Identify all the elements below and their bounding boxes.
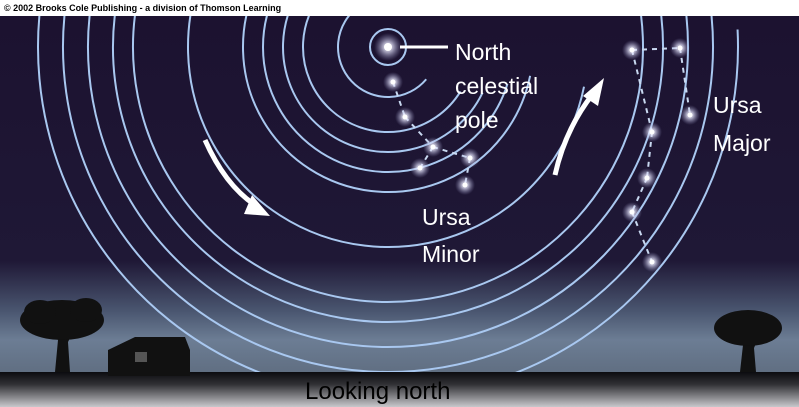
tree-crown (70, 298, 102, 322)
caption: Looking north (305, 378, 450, 405)
label-line: Major (713, 130, 771, 156)
star (650, 260, 655, 265)
star (645, 176, 650, 181)
tree-crown (24, 300, 56, 324)
label-line: Ursa (713, 92, 762, 118)
window (135, 352, 147, 362)
label-line: celestial (455, 73, 538, 99)
star (468, 156, 473, 161)
star (418, 166, 423, 171)
star (431, 145, 436, 150)
star (630, 48, 635, 53)
star (678, 46, 683, 51)
diagram: © 2002 Brooks Cole Publishing - a divisi… (0, 0, 799, 407)
label-line: Ursa (422, 204, 471, 230)
label-line: North (455, 39, 511, 65)
star (384, 43, 392, 51)
star (650, 130, 655, 135)
label-line: Minor (422, 241, 480, 267)
label-line: pole (455, 107, 498, 133)
copyright: © 2002 Brooks Cole Publishing - a divisi… (4, 3, 281, 13)
star (630, 210, 635, 215)
tree-crown (714, 310, 782, 346)
star (688, 113, 693, 118)
star (391, 80, 396, 85)
star (403, 115, 408, 120)
star (463, 183, 468, 188)
